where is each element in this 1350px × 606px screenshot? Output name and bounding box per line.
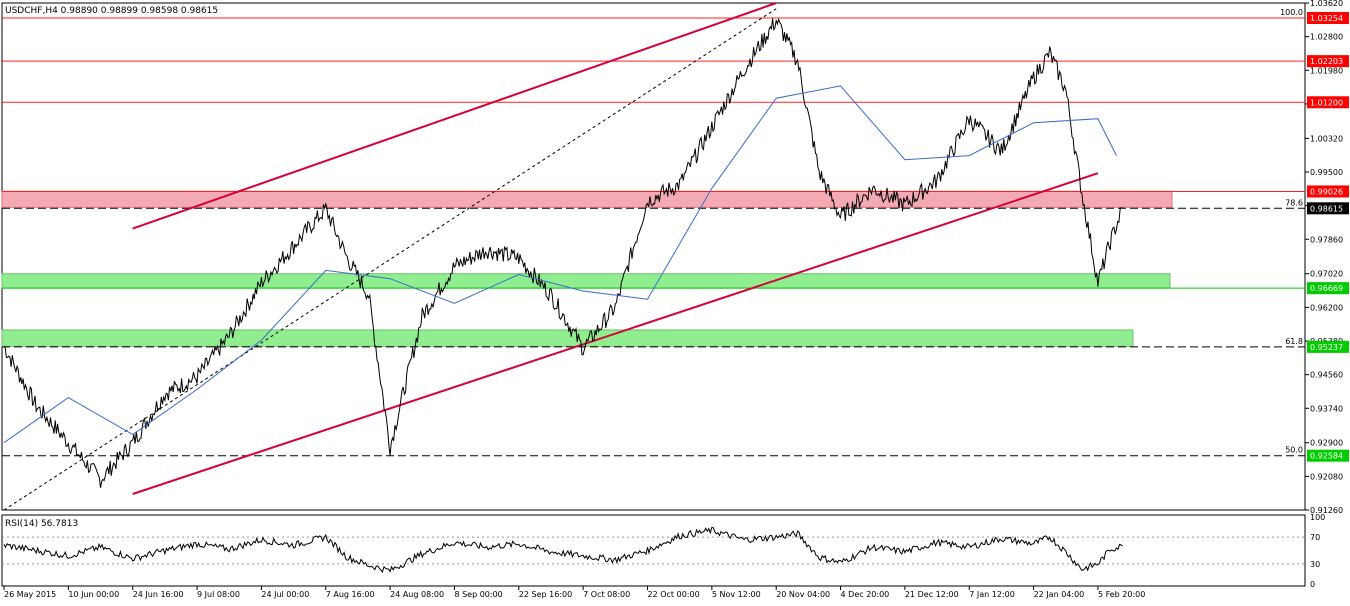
x-tick-label: 22 Sep 16:00: [519, 590, 572, 599]
level-price-label: 1.02203: [1310, 57, 1343, 66]
rsi-header: RSI(14) 56.7813: [5, 519, 78, 529]
zone-support_zone: [1, 329, 1134, 347]
level-price-label: 0.95237: [1310, 343, 1343, 352]
y-tick-label: 0.94560: [1310, 371, 1343, 380]
fib-label: 100.0: [1280, 8, 1303, 17]
y-tick-label: 0.96200: [1310, 303, 1343, 312]
x-tick-label: 22 Jan 04:00: [1034, 590, 1085, 599]
x-tick-label: 4 Dec 20:00: [841, 590, 890, 599]
level-price-badge: [1307, 282, 1349, 295]
x-tick-label: 22 Oct 00:00: [648, 590, 700, 599]
rsi-series: [3, 526, 1123, 573]
x-tick-label: 24 Jul 00:00: [261, 590, 309, 599]
y-tick-label: 1.01980: [1310, 66, 1343, 75]
price-panel: 100.078.661.850.01.036201.028001.019801.…: [1, 0, 1349, 515]
fib-label: 78.6: [1285, 198, 1303, 207]
fib-label: 50.0: [1285, 446, 1303, 455]
level-price-label: 0.96669: [1310, 284, 1343, 293]
level-price-badge: [1307, 96, 1349, 109]
y-tick-label: 1.00320: [1310, 134, 1343, 143]
x-tick-label: 5 Feb 20:00: [1098, 590, 1145, 599]
rsi-tick-label: 0: [1310, 580, 1315, 589]
rsi-panel: 100 70 30 0: [1, 513, 1325, 589]
x-tick-label: 24 Jun 16:00: [133, 590, 184, 599]
level-price-label: 0.99026: [1310, 187, 1343, 196]
y-tick-label: 1.03620: [1310, 0, 1343, 8]
level-price-badge: [1307, 12, 1349, 25]
y-tick-label: 1.02800: [1310, 33, 1343, 42]
level-price-badge: [1307, 340, 1349, 353]
time-axis: 26 May 2015 10 Jun 00:00 24 Jun 16:00 9 Jul…: [3, 586, 1145, 599]
y-tick-label: 0.92080: [1310, 472, 1343, 481]
x-tick-label: 7 Aug 16:00: [326, 590, 375, 599]
moving-average-series: [3, 85, 1117, 444]
x-tick-label: 10 Jun 00:00: [68, 590, 119, 599]
level-price-label: 0.98615: [1310, 204, 1343, 213]
y-tick-label: 0.97020: [1310, 270, 1343, 279]
x-tick-label: 5 Nov 12:00: [712, 590, 761, 599]
zone-resistance_zone: [1, 190, 1173, 208]
price-plot-area: [1, 2, 1306, 511]
x-tick-label: 26 May 2015: [4, 590, 56, 599]
y-tick-label: 0.97860: [1310, 235, 1343, 244]
y-tick-label: 0.99500: [1310, 168, 1343, 177]
rsi-tick-label: 30: [1310, 560, 1320, 569]
y-tick-label: 0.93740: [1310, 404, 1343, 413]
level-price-badge: [1307, 449, 1349, 462]
price-series: [3, 18, 1123, 488]
level-price-badge: [1307, 55, 1349, 68]
y-tick-label: 0.91260: [1310, 506, 1343, 515]
x-tick-label: 24 Aug 08:00: [390, 590, 444, 599]
x-tick-label: 7 Jan 12:00: [969, 590, 1015, 599]
level-price-badge: [1307, 185, 1349, 198]
zone-support_zone: [1, 273, 1171, 289]
fib-label: 61.8: [1285, 337, 1303, 346]
level-price-label: 1.03254: [1310, 14, 1343, 23]
channel-trendline: [132, 172, 1099, 495]
y-tick-label: 0.92900: [1310, 439, 1343, 448]
level-price-label: 1.01200: [1310, 98, 1343, 107]
level-price-badge: [1307, 202, 1349, 215]
rsi-tick-label: 100: [1310, 513, 1325, 522]
level-price-label: 0.92584: [1310, 452, 1343, 461]
rsi-tick-label: 70: [1310, 533, 1320, 542]
x-tick-label: 21 Dec 12:00: [905, 590, 959, 599]
x-tick-label: 9 Jul 08:00: [197, 590, 240, 599]
x-tick-label: 8 Sep 00:00: [454, 590, 502, 599]
channel-trendline: [132, 2, 777, 230]
x-tick-label: 20 Nov 04:00: [776, 590, 830, 599]
x-tick-label: 7 Oct 08:00: [583, 590, 630, 599]
chart-header: USDCHF,H4 0.98890 0.98899 0.98598 0.9861…: [5, 6, 218, 16]
